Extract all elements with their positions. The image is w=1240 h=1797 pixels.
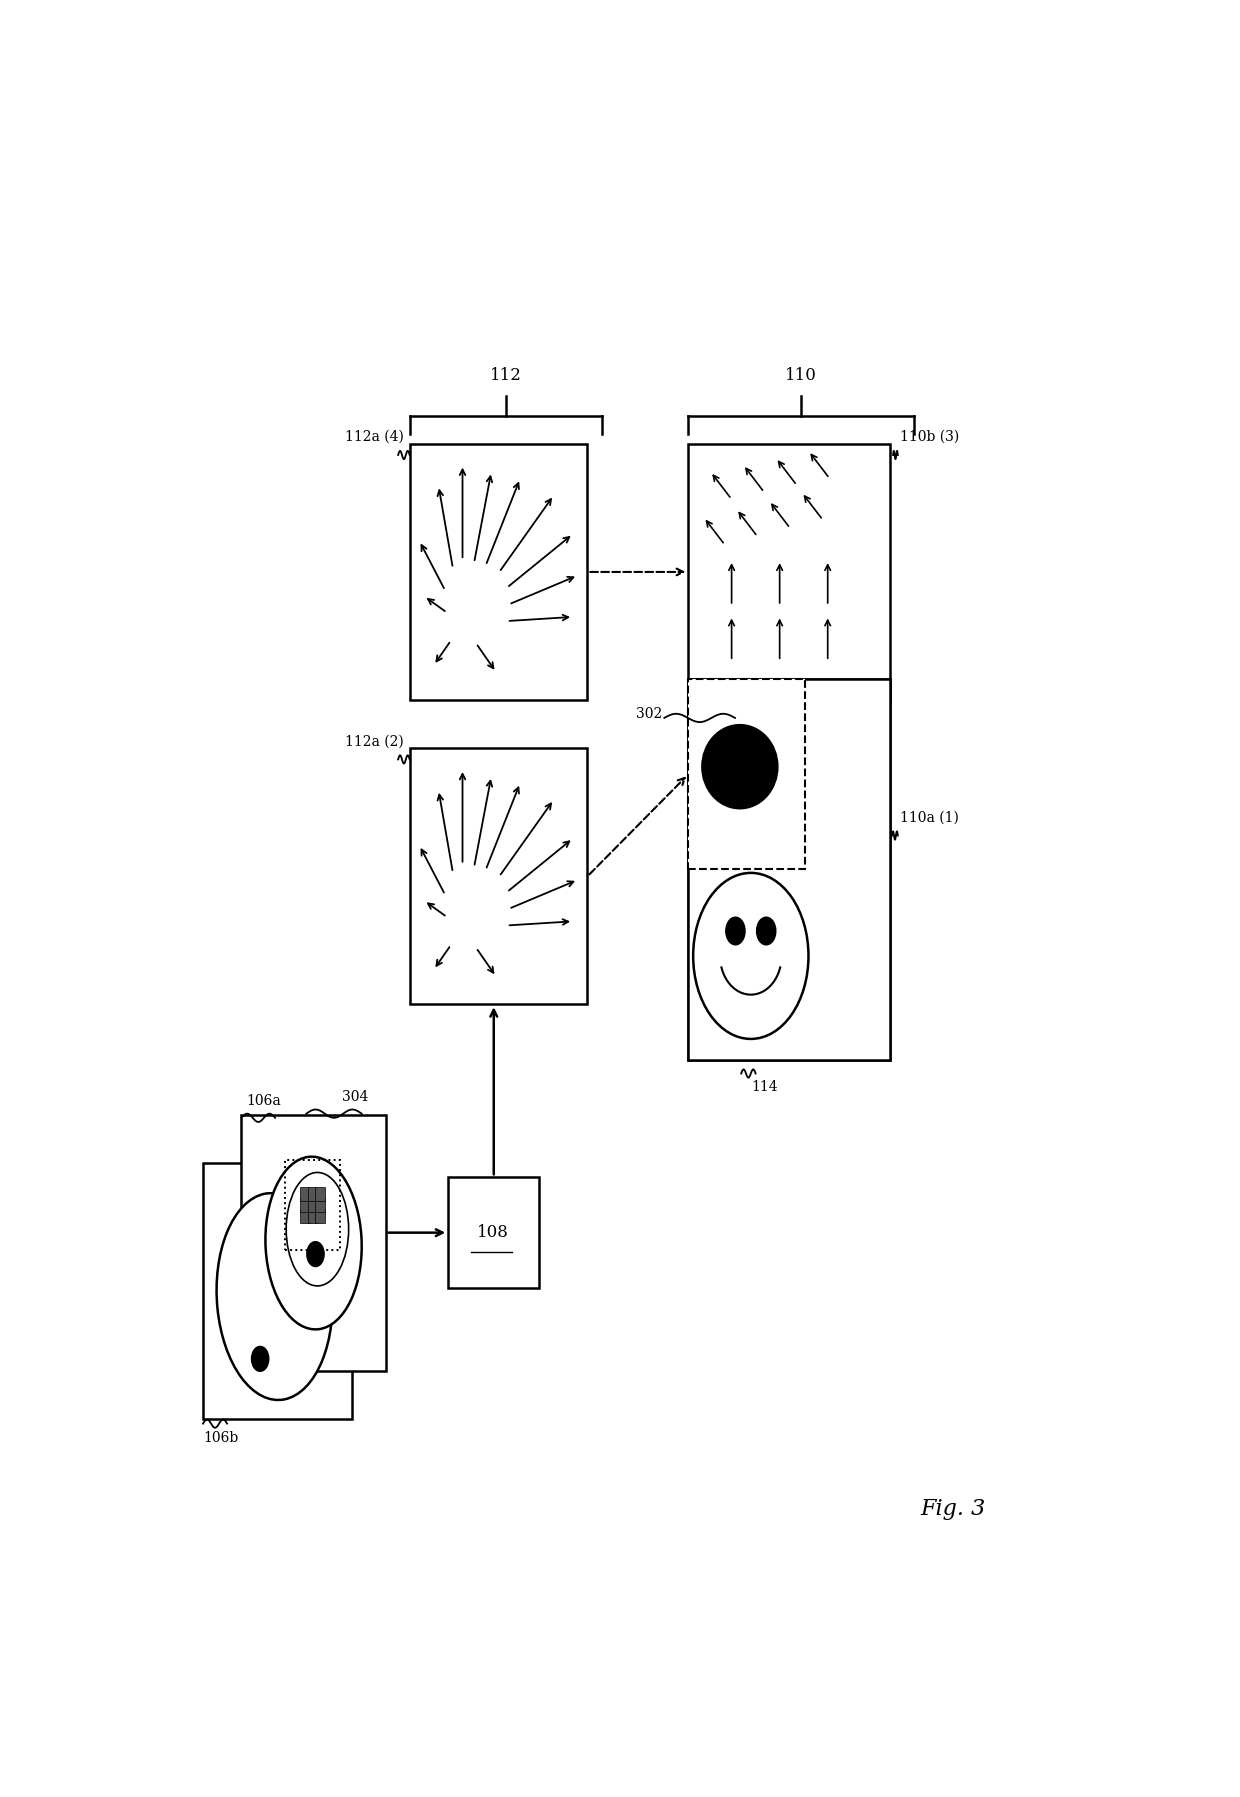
Bar xyxy=(688,679,890,1060)
Bar xyxy=(688,444,890,701)
Text: 302: 302 xyxy=(636,706,662,721)
Text: Fig. 3: Fig. 3 xyxy=(920,1499,986,1520)
Ellipse shape xyxy=(265,1157,362,1330)
Text: 112a (4): 112a (4) xyxy=(345,429,404,444)
Text: 108: 108 xyxy=(477,1224,510,1242)
Ellipse shape xyxy=(217,1193,332,1400)
Bar xyxy=(308,1188,317,1200)
Bar xyxy=(688,679,890,1060)
Text: 110b (3): 110b (3) xyxy=(900,429,959,444)
Circle shape xyxy=(725,916,745,945)
Text: 110a (1): 110a (1) xyxy=(900,810,959,825)
Bar xyxy=(308,1209,317,1224)
Bar xyxy=(300,1188,310,1200)
Circle shape xyxy=(693,873,808,1039)
Text: 112: 112 xyxy=(490,367,522,385)
Bar xyxy=(300,1209,310,1224)
Bar xyxy=(688,679,806,870)
Ellipse shape xyxy=(286,1172,348,1287)
Bar xyxy=(315,1188,325,1200)
Bar xyxy=(448,1177,539,1288)
Bar xyxy=(300,1199,310,1211)
Text: 112a (2): 112a (2) xyxy=(345,735,404,748)
Circle shape xyxy=(306,1242,324,1267)
Text: 114: 114 xyxy=(751,1080,777,1094)
Text: 106a: 106a xyxy=(247,1094,281,1109)
Ellipse shape xyxy=(702,726,777,809)
Circle shape xyxy=(756,916,776,945)
Bar xyxy=(242,1114,386,1371)
Circle shape xyxy=(306,1190,324,1215)
Bar xyxy=(315,1209,325,1224)
Text: 110: 110 xyxy=(785,367,817,385)
Bar xyxy=(315,1199,325,1211)
Bar xyxy=(409,444,588,701)
Bar xyxy=(285,1161,341,1251)
Text: 304: 304 xyxy=(342,1091,368,1103)
Circle shape xyxy=(252,1346,269,1371)
Bar xyxy=(409,748,588,1005)
Text: 106b: 106b xyxy=(203,1430,238,1445)
Bar xyxy=(308,1199,317,1211)
Bar xyxy=(203,1163,352,1420)
